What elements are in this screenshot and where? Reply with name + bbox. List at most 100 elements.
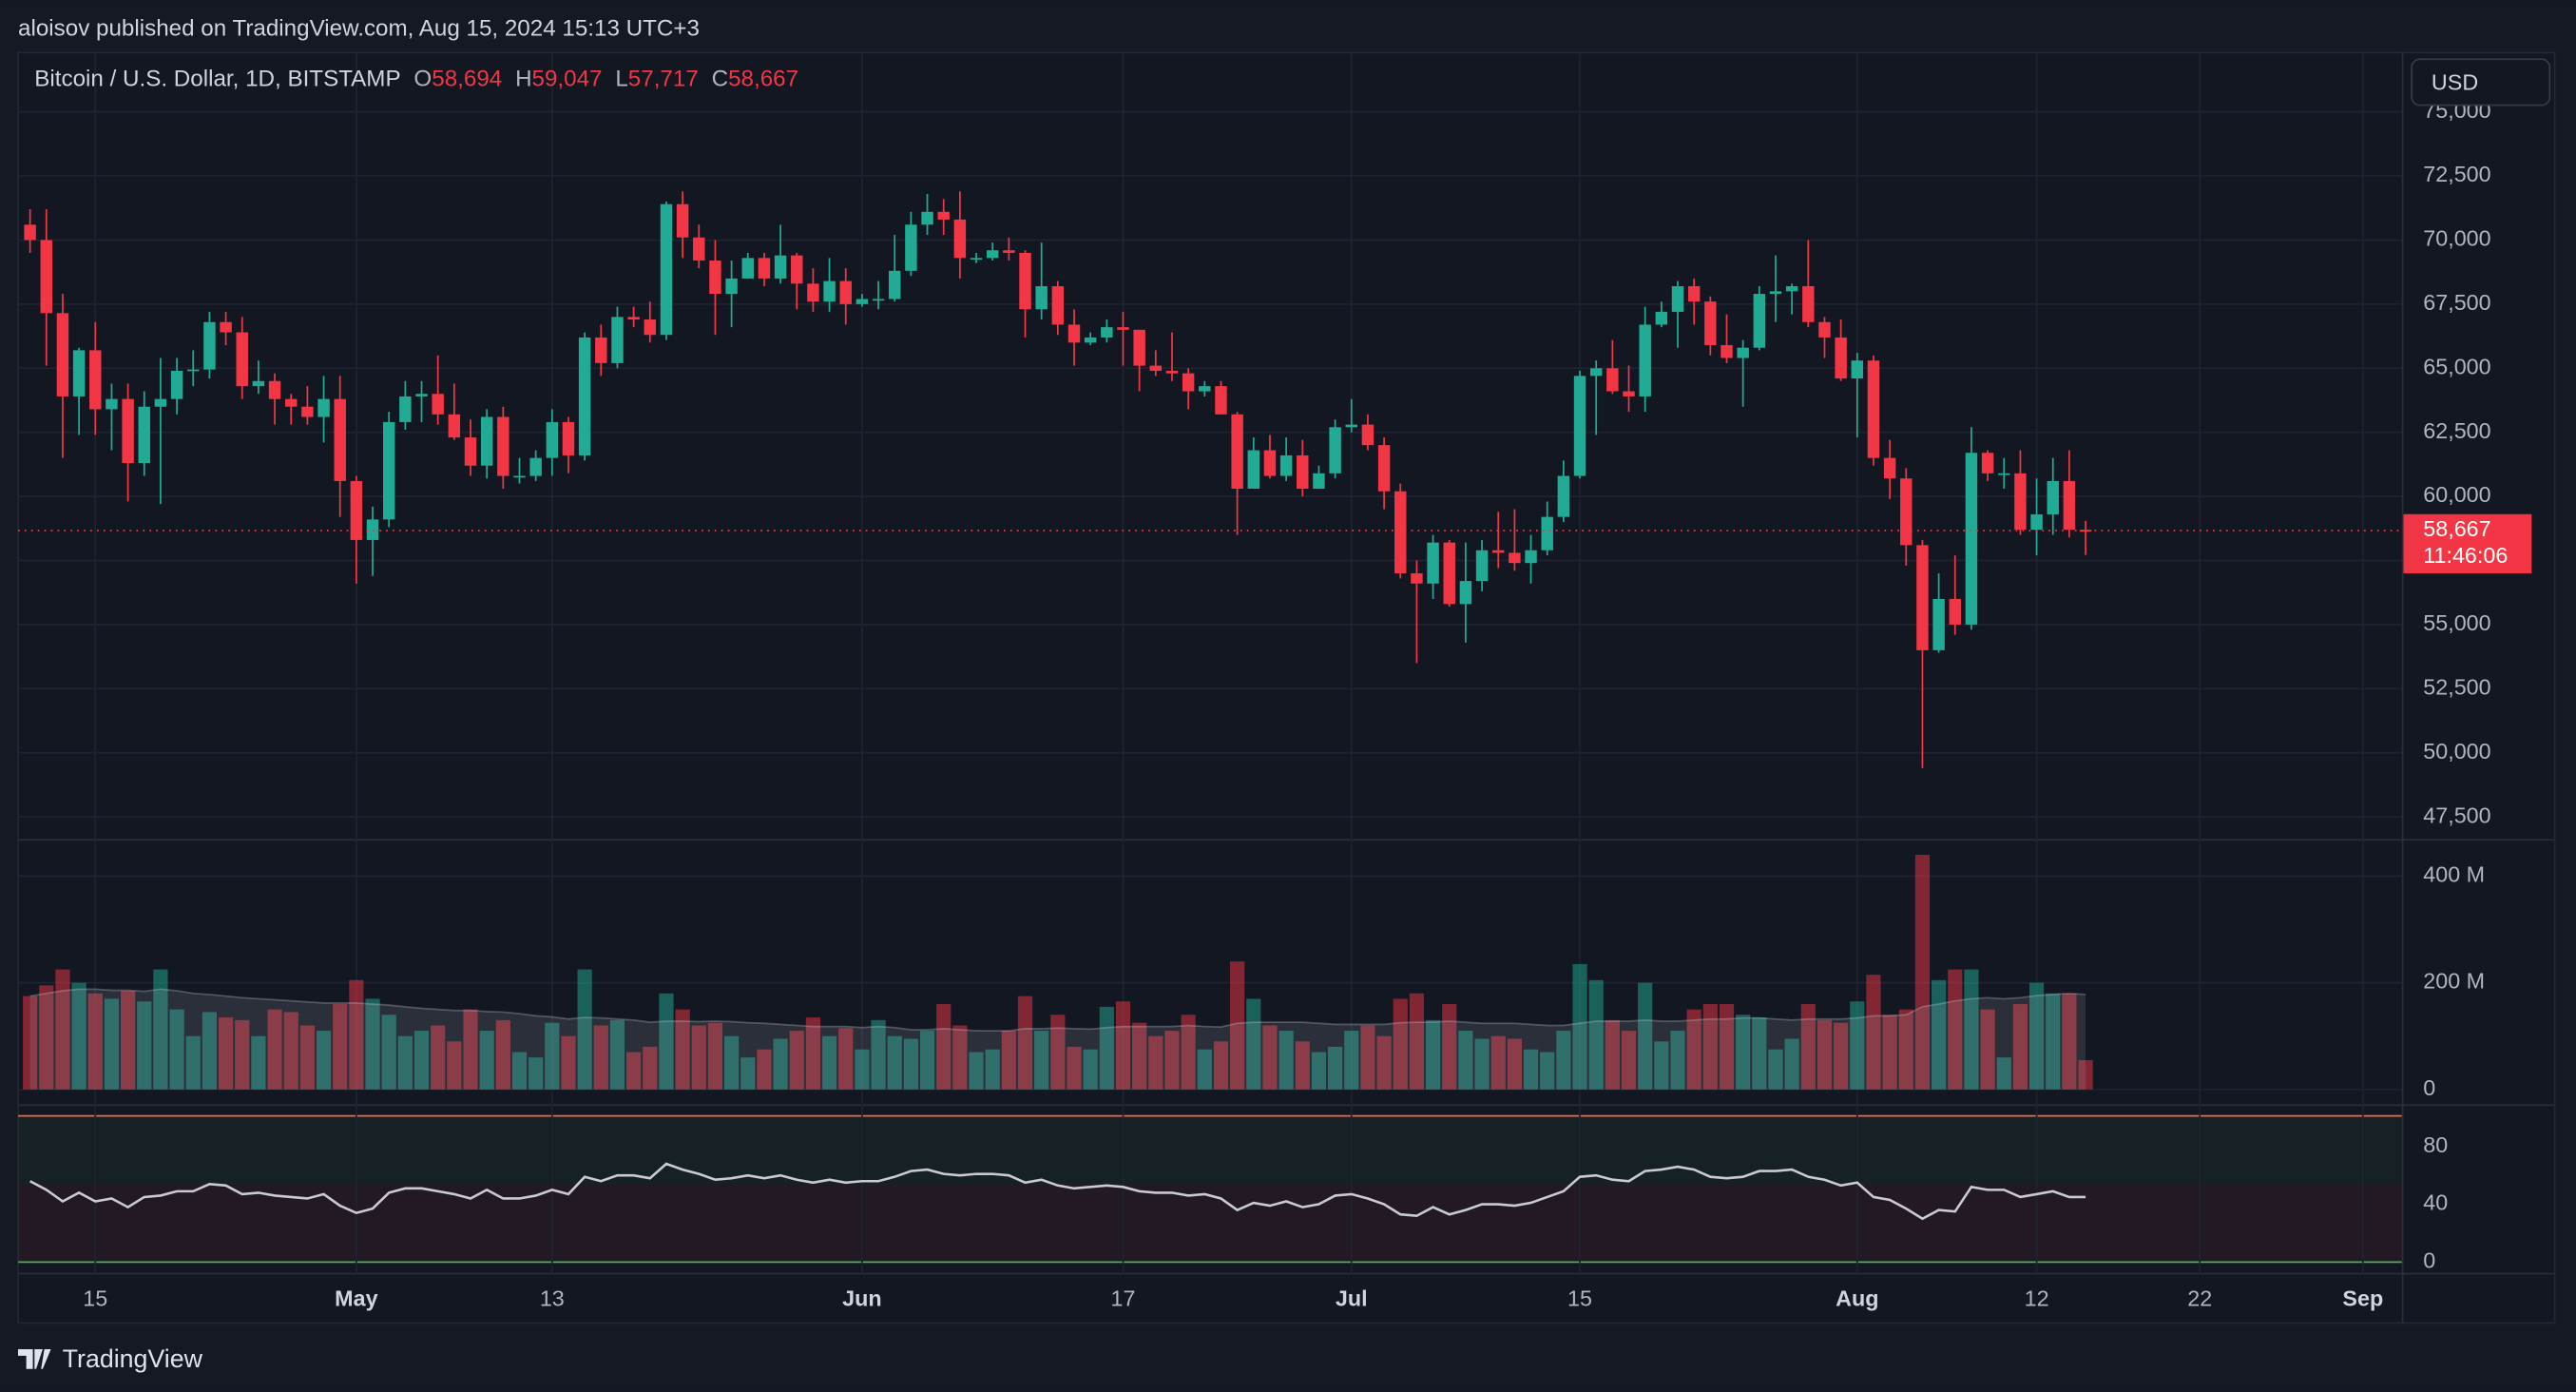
volume-bar (71, 982, 87, 1090)
candle-body (1361, 424, 1375, 446)
volume-bar (1115, 1001, 1131, 1090)
volume-bar (1083, 1049, 1098, 1090)
candle-body (660, 203, 673, 336)
candle-body (953, 219, 967, 259)
price-tag-value: 58,667 (2423, 516, 2490, 541)
x-tick-label: 15 (1567, 1286, 1592, 1310)
candle-body (758, 258, 771, 279)
volume-bar (1621, 1031, 1637, 1090)
candle-body (285, 398, 298, 407)
candle-body (1247, 450, 1260, 489)
volume-bar (1572, 963, 1587, 1090)
volume-bar (2046, 993, 2061, 1090)
volume-bar (1523, 1049, 1539, 1090)
candle-body (170, 370, 183, 399)
volume-bar (1980, 1009, 1995, 1090)
candle-body (1215, 386, 1227, 415)
candle-body (693, 237, 705, 261)
volume-bar (316, 1031, 332, 1090)
candle-body (1785, 285, 1798, 292)
volume-bar (1540, 1052, 1555, 1090)
candle-body (122, 398, 134, 464)
volume-bar (1914, 854, 1931, 1090)
candle-body (1459, 581, 1472, 605)
volume-bar (2062, 993, 2077, 1090)
publish-header: aloisov published on TradingView.com, Au… (18, 16, 700, 42)
volume-bar (39, 985, 54, 1090)
volume-bar (773, 1038, 788, 1090)
candle-body (1117, 327, 1129, 330)
candle-body (1067, 324, 1081, 343)
volume-bar (675, 1009, 690, 1090)
x-tick-label: 12 (2025, 1286, 2049, 1310)
candle-body (382, 421, 395, 520)
volume-bar (431, 1025, 446, 1090)
volume-bar (413, 1031, 430, 1090)
volume-bar (659, 993, 674, 1090)
volume-bar (2078, 1059, 2093, 1090)
volume-bar (1490, 1035, 1506, 1090)
volume-bar (545, 1022, 560, 1090)
volume-bar (267, 1009, 282, 1090)
volume-bar (1784, 1038, 1799, 1090)
volume-bar (969, 1052, 984, 1090)
y-tick-label: 80 (2423, 1132, 2448, 1157)
candle-body (1411, 572, 1423, 584)
volume-bar (495, 1019, 510, 1090)
candle-body (2063, 480, 2076, 531)
volume-bar (1996, 1057, 2011, 1090)
currency-button[interactable] (2411, 58, 2551, 106)
candle-body (1687, 285, 1701, 302)
candle-body (203, 321, 216, 370)
candle-body (106, 398, 118, 410)
x-tick-label: 15 (83, 1286, 107, 1310)
y-tick-label: 62,500 (2423, 418, 2490, 443)
currency-label[interactable]: USD (2432, 69, 2478, 94)
volume-bar (919, 1031, 935, 1090)
volume-bar (1442, 1004, 1457, 1090)
volume-bar (838, 1028, 854, 1090)
volume-bar (1736, 1015, 1751, 1090)
candle-body (268, 380, 281, 399)
volume-bar (1702, 1004, 1718, 1090)
volume-bar (1752, 1017, 1767, 1090)
candle-body (1035, 285, 1048, 310)
x-tick-label: Aug (1836, 1286, 1878, 1310)
legend-value: 59,047 (532, 67, 603, 92)
candle-body (1133, 329, 1145, 366)
volume-bar (511, 1052, 528, 1090)
candle-body (301, 406, 314, 417)
candle-body (1541, 516, 1553, 551)
legend-key: C (712, 67, 728, 92)
volume-bar (120, 991, 136, 1090)
volume-bar (397, 1035, 413, 1090)
candle-body (1345, 424, 1357, 428)
volume-bar (1295, 1041, 1310, 1090)
candle-body (595, 337, 607, 363)
volume-bar (903, 1038, 918, 1090)
candle-body (154, 398, 167, 407)
candle-body (1704, 301, 1717, 346)
volume-bar (1409, 993, 1425, 1090)
x-tick-label: May (335, 1286, 377, 1310)
volume-bar (2028, 982, 2045, 1090)
volume-bar (1898, 1009, 1913, 1090)
candle-body (611, 317, 624, 363)
volume-bar (1278, 1031, 1294, 1090)
candle-body (187, 369, 200, 372)
candle-body (1182, 373, 1195, 392)
candle-body (855, 299, 869, 304)
volume-bar (821, 1035, 837, 1090)
volume-bar (1376, 1035, 1392, 1090)
x-tick-label: Jul (1336, 1286, 1368, 1310)
candle-body (529, 457, 542, 476)
volume-bar (985, 1049, 1000, 1090)
candle-body (2030, 513, 2043, 531)
volume-ma-line (29, 988, 2086, 1032)
legend-symbol: Bitcoin / U.S. Dollar, 1D, BITSTAMP (34, 67, 400, 92)
candle-body (1051, 285, 1065, 325)
candle-body (138, 406, 150, 464)
volume-bar (479, 1031, 494, 1090)
y-tick-label: 55,000 (2423, 610, 2490, 635)
x-tick-label: 17 (1111, 1286, 1136, 1310)
